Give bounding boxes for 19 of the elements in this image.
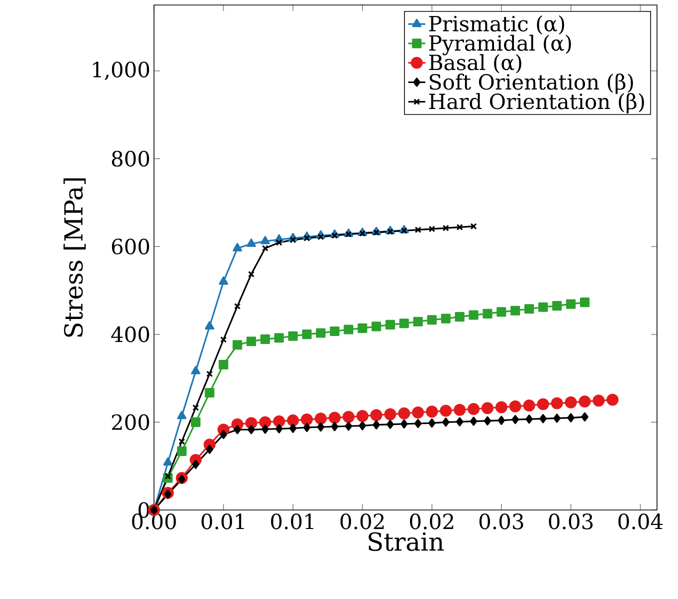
- x-tick-label: 0.03: [479, 514, 524, 530]
- legend-label: Prismatic (α): [429, 15, 564, 35]
- x-tick-label: 0.03: [548, 514, 593, 530]
- y-tick-label: 600: [112, 238, 150, 254]
- x-axis-title: Strain: [368, 532, 444, 552]
- x-tick-label: 0.02: [340, 514, 384, 530]
- x-tick-label: 0.01: [271, 514, 314, 530]
- legend-label: Pyramidal (α): [429, 34, 571, 56]
- legend-label: Soft Orientation (β): [430, 73, 633, 94]
- y-tick-label: 800: [112, 150, 150, 167]
- x-tick-label: 0.04: [618, 514, 663, 530]
- legend-label: Basal (α): [429, 54, 522, 74]
- y-tick-label: 200: [112, 414, 150, 430]
- y-tick-label: 1,000: [93, 62, 150, 80]
- legend-label: Hard Orientation (β): [429, 92, 644, 114]
- y-tick-label: 400: [111, 326, 150, 342]
- y-axis-title: Stress [MPa]: [64, 178, 86, 337]
- x-tick-label: 0.01: [202, 514, 244, 530]
- x-tick-label: 0.02: [410, 514, 454, 530]
